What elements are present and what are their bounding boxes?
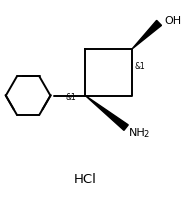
Polygon shape (132, 21, 161, 50)
Text: &1: &1 (135, 61, 146, 70)
Text: &1: &1 (66, 93, 77, 102)
Text: HCl: HCl (74, 172, 97, 185)
Text: 2: 2 (143, 129, 148, 138)
Text: NH: NH (129, 127, 146, 137)
Polygon shape (85, 96, 128, 131)
Text: OH: OH (164, 16, 181, 26)
